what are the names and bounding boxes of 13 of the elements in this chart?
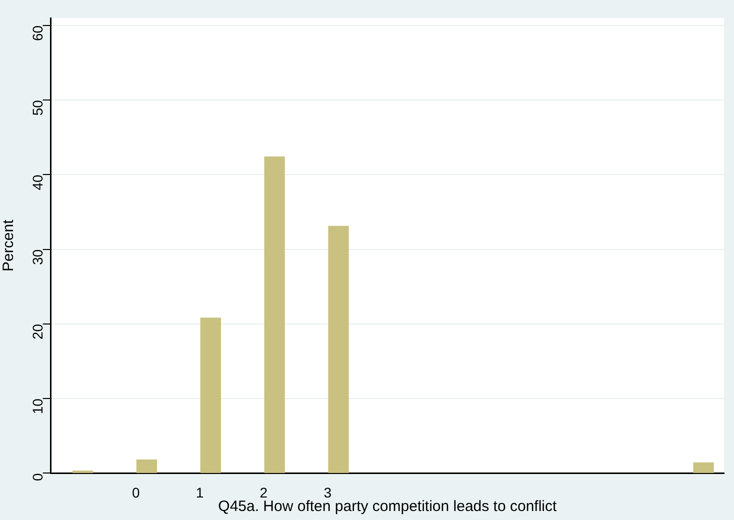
x-axis-title: Q45a. How often party competition leads to conflict <box>218 498 558 516</box>
y-tick-label: 40 <box>30 174 46 190</box>
y-tick-label: 30 <box>30 249 46 265</box>
y-tick-label: 20 <box>30 324 46 340</box>
y-tick-label: 60 <box>30 25 46 42</box>
x-tick-label: 2 <box>260 484 268 500</box>
y-tick-label: 0 <box>30 472 46 481</box>
x-tick-label: 3 <box>324 484 332 500</box>
y-tick-label: 10 <box>30 398 46 414</box>
y-tick-label: 50 <box>30 100 46 116</box>
x-tick-label: 1 <box>196 484 204 500</box>
x-tick-label: 0 <box>132 484 140 500</box>
y-axis-title: Percent <box>0 218 18 272</box>
